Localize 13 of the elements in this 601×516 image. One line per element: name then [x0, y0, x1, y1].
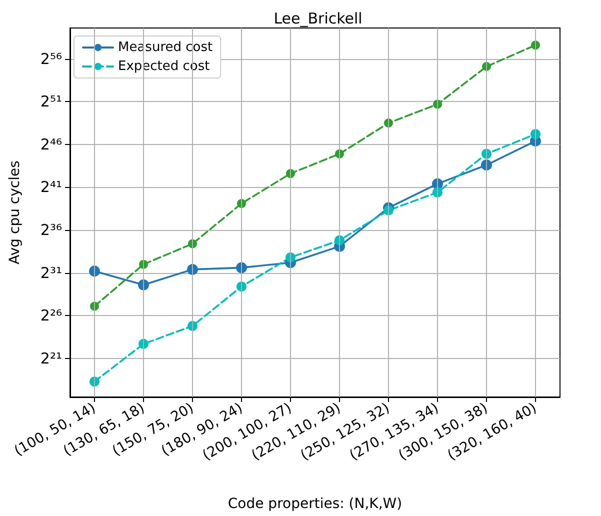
y-tick-label: 2²⁶	[40, 306, 62, 325]
y-tick-label: 2³⁶	[40, 221, 62, 240]
legend-label: Measured cost	[118, 40, 213, 55]
y-tick-label: 2⁴⁶	[40, 135, 62, 154]
legend-label: Expected cost	[118, 59, 210, 74]
y-tick-label: 2²¹	[40, 349, 62, 368]
y-tick-label: 2⁵¹	[40, 92, 62, 111]
y-tick-label: 2⁵⁶	[40, 50, 62, 68]
chart-title: Lee_Brickell	[274, 10, 362, 28]
y-tick-label: 2⁴¹	[40, 178, 62, 196]
y-tick-label: 2³¹	[40, 264, 62, 282]
y-axis-title: Avg cpu cycles	[7, 160, 23, 264]
x-axis-title: Code properties: (N,K,W)	[228, 496, 402, 512]
